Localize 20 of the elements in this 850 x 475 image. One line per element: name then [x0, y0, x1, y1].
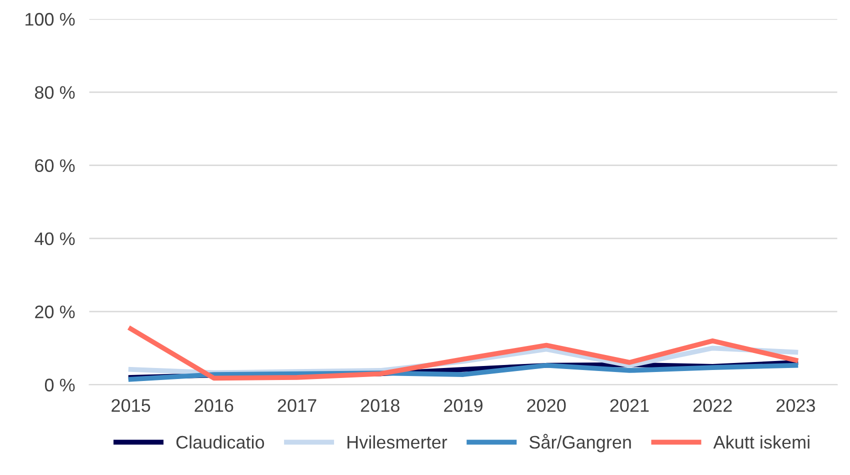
x-tick-label: 2017 — [278, 399, 316, 412]
x-tick-label: 2019 — [444, 399, 482, 412]
y-tick-label: 60 % — [35, 159, 75, 172]
legend-label: Akutt iskemi — [713, 435, 810, 449]
y-tick-label: 80 % — [34, 86, 75, 99]
y-tick-label: 20 % — [35, 306, 75, 318]
x-tick-label: 2022 — [693, 399, 732, 412]
x-tick-label: 2020 — [527, 399, 566, 412]
legend-label: Hvilesmerter — [348, 435, 448, 449]
x-tick-label: 2016 — [194, 399, 234, 412]
x-tick-label: 2015 — [112, 399, 150, 412]
y-tick-label: 100 % — [26, 12, 75, 26]
legend-label: Sår/Gangren — [529, 434, 631, 452]
x-tick-label: 2018 — [360, 399, 400, 412]
y-tick-label: 40 % — [34, 232, 75, 246]
x-tick-label: 2021 — [610, 399, 649, 412]
x-tick-label: 2023 — [776, 399, 815, 412]
legend-label: Claudicatio — [176, 435, 264, 449]
y-tick-label: 0 % — [44, 378, 75, 392]
line-series — [128, 326, 798, 381]
